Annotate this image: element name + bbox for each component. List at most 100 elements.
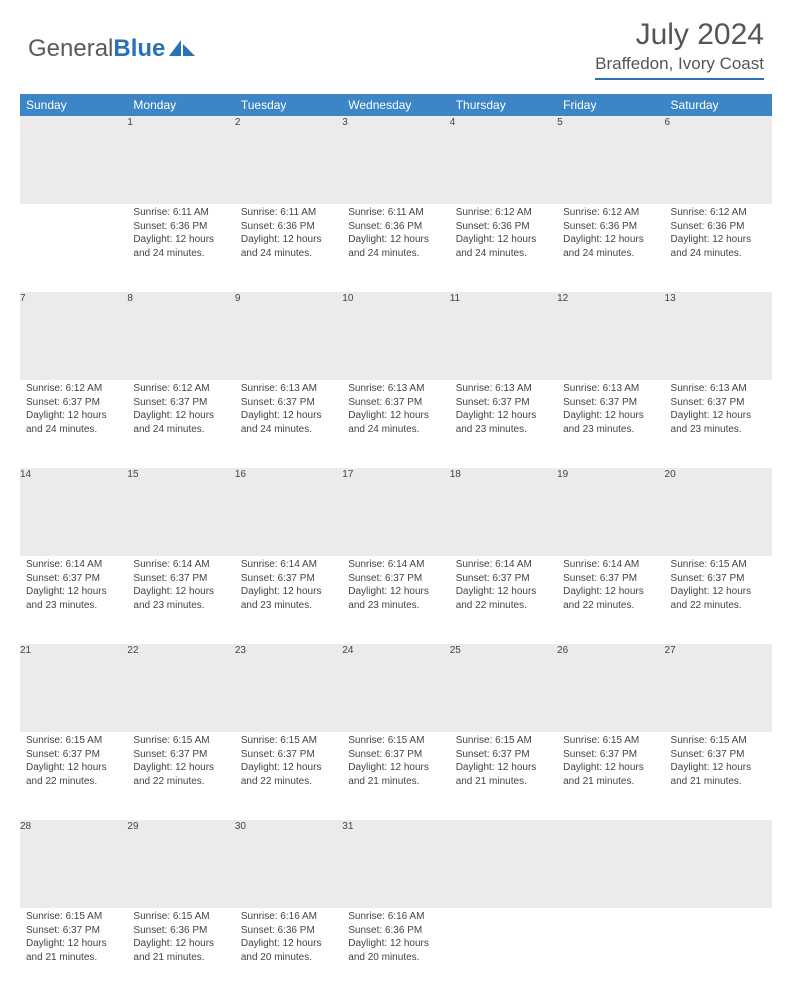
- sunrise-line: Sunrise: 6:13 AM: [563, 382, 658, 396]
- day-details: Sunrise: 6:14 AMSunset: 6:37 PMDaylight:…: [557, 556, 664, 618]
- day-content-cell: Sunrise: 6:14 AMSunset: 6:37 PMDaylight:…: [235, 556, 342, 644]
- day-details: Sunrise: 6:12 AMSunset: 6:36 PMDaylight:…: [450, 204, 557, 266]
- sunset-line: Sunset: 6:37 PM: [348, 572, 443, 586]
- sunset-line: Sunset: 6:37 PM: [241, 572, 336, 586]
- daylight-line: Daylight: 12 hours and 21 minutes.: [133, 937, 228, 964]
- day-content-row: Sunrise: 6:15 AMSunset: 6:37 PMDaylight:…: [20, 732, 772, 820]
- day-number-cell: 19: [557, 468, 664, 556]
- day-content-cell: Sunrise: 6:15 AMSunset: 6:37 PMDaylight:…: [235, 732, 342, 820]
- day-content-cell: Sunrise: 6:11 AMSunset: 6:36 PMDaylight:…: [235, 204, 342, 292]
- sunrise-line: Sunrise: 6:12 AM: [26, 382, 121, 396]
- sunset-line: Sunset: 6:37 PM: [26, 924, 121, 938]
- sunrise-line: Sunrise: 6:16 AM: [241, 910, 336, 924]
- day-details: Sunrise: 6:15 AMSunset: 6:36 PMDaylight:…: [127, 908, 234, 970]
- weekday-header: Friday: [557, 94, 664, 116]
- day-number-cell: 9: [235, 292, 342, 380]
- weekday-header: Monday: [127, 94, 234, 116]
- day-content-cell: Sunrise: 6:15 AMSunset: 6:37 PMDaylight:…: [20, 908, 127, 996]
- day-number-cell: 4: [450, 116, 557, 204]
- daylight-line: Daylight: 12 hours and 24 minutes.: [456, 233, 551, 260]
- daylight-line: Daylight: 12 hours and 24 minutes.: [133, 233, 228, 260]
- day-number-cell: 7: [20, 292, 127, 380]
- weekday-header: Wednesday: [342, 94, 449, 116]
- sunrise-line: Sunrise: 6:15 AM: [456, 734, 551, 748]
- weekday-header: Saturday: [665, 94, 772, 116]
- sunset-line: Sunset: 6:37 PM: [133, 572, 228, 586]
- sunset-line: Sunset: 6:37 PM: [456, 748, 551, 762]
- sunrise-line: Sunrise: 6:15 AM: [133, 734, 228, 748]
- day-details: Sunrise: 6:13 AMSunset: 6:37 PMDaylight:…: [235, 380, 342, 442]
- day-content-cell: Sunrise: 6:15 AMSunset: 6:36 PMDaylight:…: [127, 908, 234, 996]
- sunset-line: Sunset: 6:37 PM: [563, 396, 658, 410]
- daylight-line: Daylight: 12 hours and 21 minutes.: [26, 937, 121, 964]
- sunrise-line: Sunrise: 6:11 AM: [348, 206, 443, 220]
- day-content-cell: Sunrise: 6:12 AMSunset: 6:37 PMDaylight:…: [127, 380, 234, 468]
- day-number-cell: 3: [342, 116, 449, 204]
- day-number-cell: 26: [557, 644, 664, 732]
- day-details: Sunrise: 6:13 AMSunset: 6:37 PMDaylight:…: [450, 380, 557, 442]
- day-content-cell: Sunrise: 6:13 AMSunset: 6:37 PMDaylight:…: [235, 380, 342, 468]
- day-content-cell: Sunrise: 6:12 AMSunset: 6:36 PMDaylight:…: [665, 204, 772, 292]
- sunrise-line: Sunrise: 6:12 AM: [456, 206, 551, 220]
- day-number-row: 78910111213: [20, 292, 772, 380]
- sunset-line: Sunset: 6:36 PM: [671, 220, 766, 234]
- day-number-cell: [557, 820, 664, 908]
- sunset-line: Sunset: 6:37 PM: [241, 748, 336, 762]
- daylight-line: Daylight: 12 hours and 23 minutes.: [241, 585, 336, 612]
- daylight-line: Daylight: 12 hours and 22 minutes.: [241, 761, 336, 788]
- sunrise-line: Sunrise: 6:14 AM: [241, 558, 336, 572]
- day-number-cell: 2: [235, 116, 342, 204]
- sunrise-line: Sunrise: 6:12 AM: [133, 382, 228, 396]
- day-number-row: 21222324252627: [20, 644, 772, 732]
- sunrise-line: Sunrise: 6:15 AM: [348, 734, 443, 748]
- sunrise-line: Sunrise: 6:16 AM: [348, 910, 443, 924]
- sunset-line: Sunset: 6:36 PM: [348, 924, 443, 938]
- day-number-row: 14151617181920: [20, 468, 772, 556]
- daylight-line: Daylight: 12 hours and 22 minutes.: [563, 585, 658, 612]
- day-content-cell: Sunrise: 6:13 AMSunset: 6:37 PMDaylight:…: [450, 380, 557, 468]
- day-details: Sunrise: 6:14 AMSunset: 6:37 PMDaylight:…: [235, 556, 342, 618]
- day-content-cell: Sunrise: 6:12 AMSunset: 6:36 PMDaylight:…: [557, 204, 664, 292]
- sunset-line: Sunset: 6:37 PM: [563, 572, 658, 586]
- sunrise-line: Sunrise: 6:13 AM: [241, 382, 336, 396]
- day-content-cell: Sunrise: 6:12 AMSunset: 6:36 PMDaylight:…: [450, 204, 557, 292]
- day-number-cell: 27: [665, 644, 772, 732]
- day-details: Sunrise: 6:14 AMSunset: 6:37 PMDaylight:…: [342, 556, 449, 618]
- day-details: Sunrise: 6:14 AMSunset: 6:37 PMDaylight:…: [127, 556, 234, 618]
- sunrise-line: Sunrise: 6:11 AM: [241, 206, 336, 220]
- sunrise-line: Sunrise: 6:15 AM: [241, 734, 336, 748]
- sunrise-line: Sunrise: 6:15 AM: [133, 910, 228, 924]
- day-details: Sunrise: 6:14 AMSunset: 6:37 PMDaylight:…: [450, 556, 557, 618]
- daylight-line: Daylight: 12 hours and 23 minutes.: [671, 409, 766, 436]
- sunset-line: Sunset: 6:37 PM: [456, 572, 551, 586]
- day-number-cell: 25: [450, 644, 557, 732]
- location: Braffedon, Ivory Coast: [595, 54, 764, 80]
- sunset-line: Sunset: 6:36 PM: [456, 220, 551, 234]
- day-details: Sunrise: 6:15 AMSunset: 6:37 PMDaylight:…: [665, 732, 772, 794]
- day-content-cell: [20, 204, 127, 292]
- daylight-line: Daylight: 12 hours and 23 minutes.: [348, 585, 443, 612]
- day-content-row: Sunrise: 6:15 AMSunset: 6:37 PMDaylight:…: [20, 908, 772, 996]
- calendar-table: SundayMondayTuesdayWednesdayThursdayFrid…: [20, 94, 772, 996]
- sunrise-line: Sunrise: 6:14 AM: [563, 558, 658, 572]
- day-number-cell: 31: [342, 820, 449, 908]
- sunset-line: Sunset: 6:37 PM: [671, 572, 766, 586]
- day-content-cell: Sunrise: 6:15 AMSunset: 6:37 PMDaylight:…: [342, 732, 449, 820]
- header: GeneralBlue July 2024 Braffedon, Ivory C…: [0, 0, 792, 86]
- sunrise-line: Sunrise: 6:15 AM: [671, 734, 766, 748]
- day-number-cell: 30: [235, 820, 342, 908]
- sunrise-line: Sunrise: 6:15 AM: [26, 910, 121, 924]
- sunset-line: Sunset: 6:37 PM: [671, 748, 766, 762]
- weekday-header: Sunday: [20, 94, 127, 116]
- day-content-cell: Sunrise: 6:13 AMSunset: 6:37 PMDaylight:…: [557, 380, 664, 468]
- daylight-line: Daylight: 12 hours and 21 minutes.: [456, 761, 551, 788]
- weekday-header-row: SundayMondayTuesdayWednesdayThursdayFrid…: [20, 94, 772, 116]
- day-content-cell: Sunrise: 6:15 AMSunset: 6:37 PMDaylight:…: [450, 732, 557, 820]
- day-content-cell: Sunrise: 6:15 AMSunset: 6:37 PMDaylight:…: [20, 732, 127, 820]
- daylight-line: Daylight: 12 hours and 24 minutes.: [348, 233, 443, 260]
- day-content-cell: Sunrise: 6:15 AMSunset: 6:37 PMDaylight:…: [665, 556, 772, 644]
- day-number-cell: 13: [665, 292, 772, 380]
- day-details: Sunrise: 6:15 AMSunset: 6:37 PMDaylight:…: [127, 732, 234, 794]
- day-number-cell: 21: [20, 644, 127, 732]
- sunrise-line: Sunrise: 6:13 AM: [348, 382, 443, 396]
